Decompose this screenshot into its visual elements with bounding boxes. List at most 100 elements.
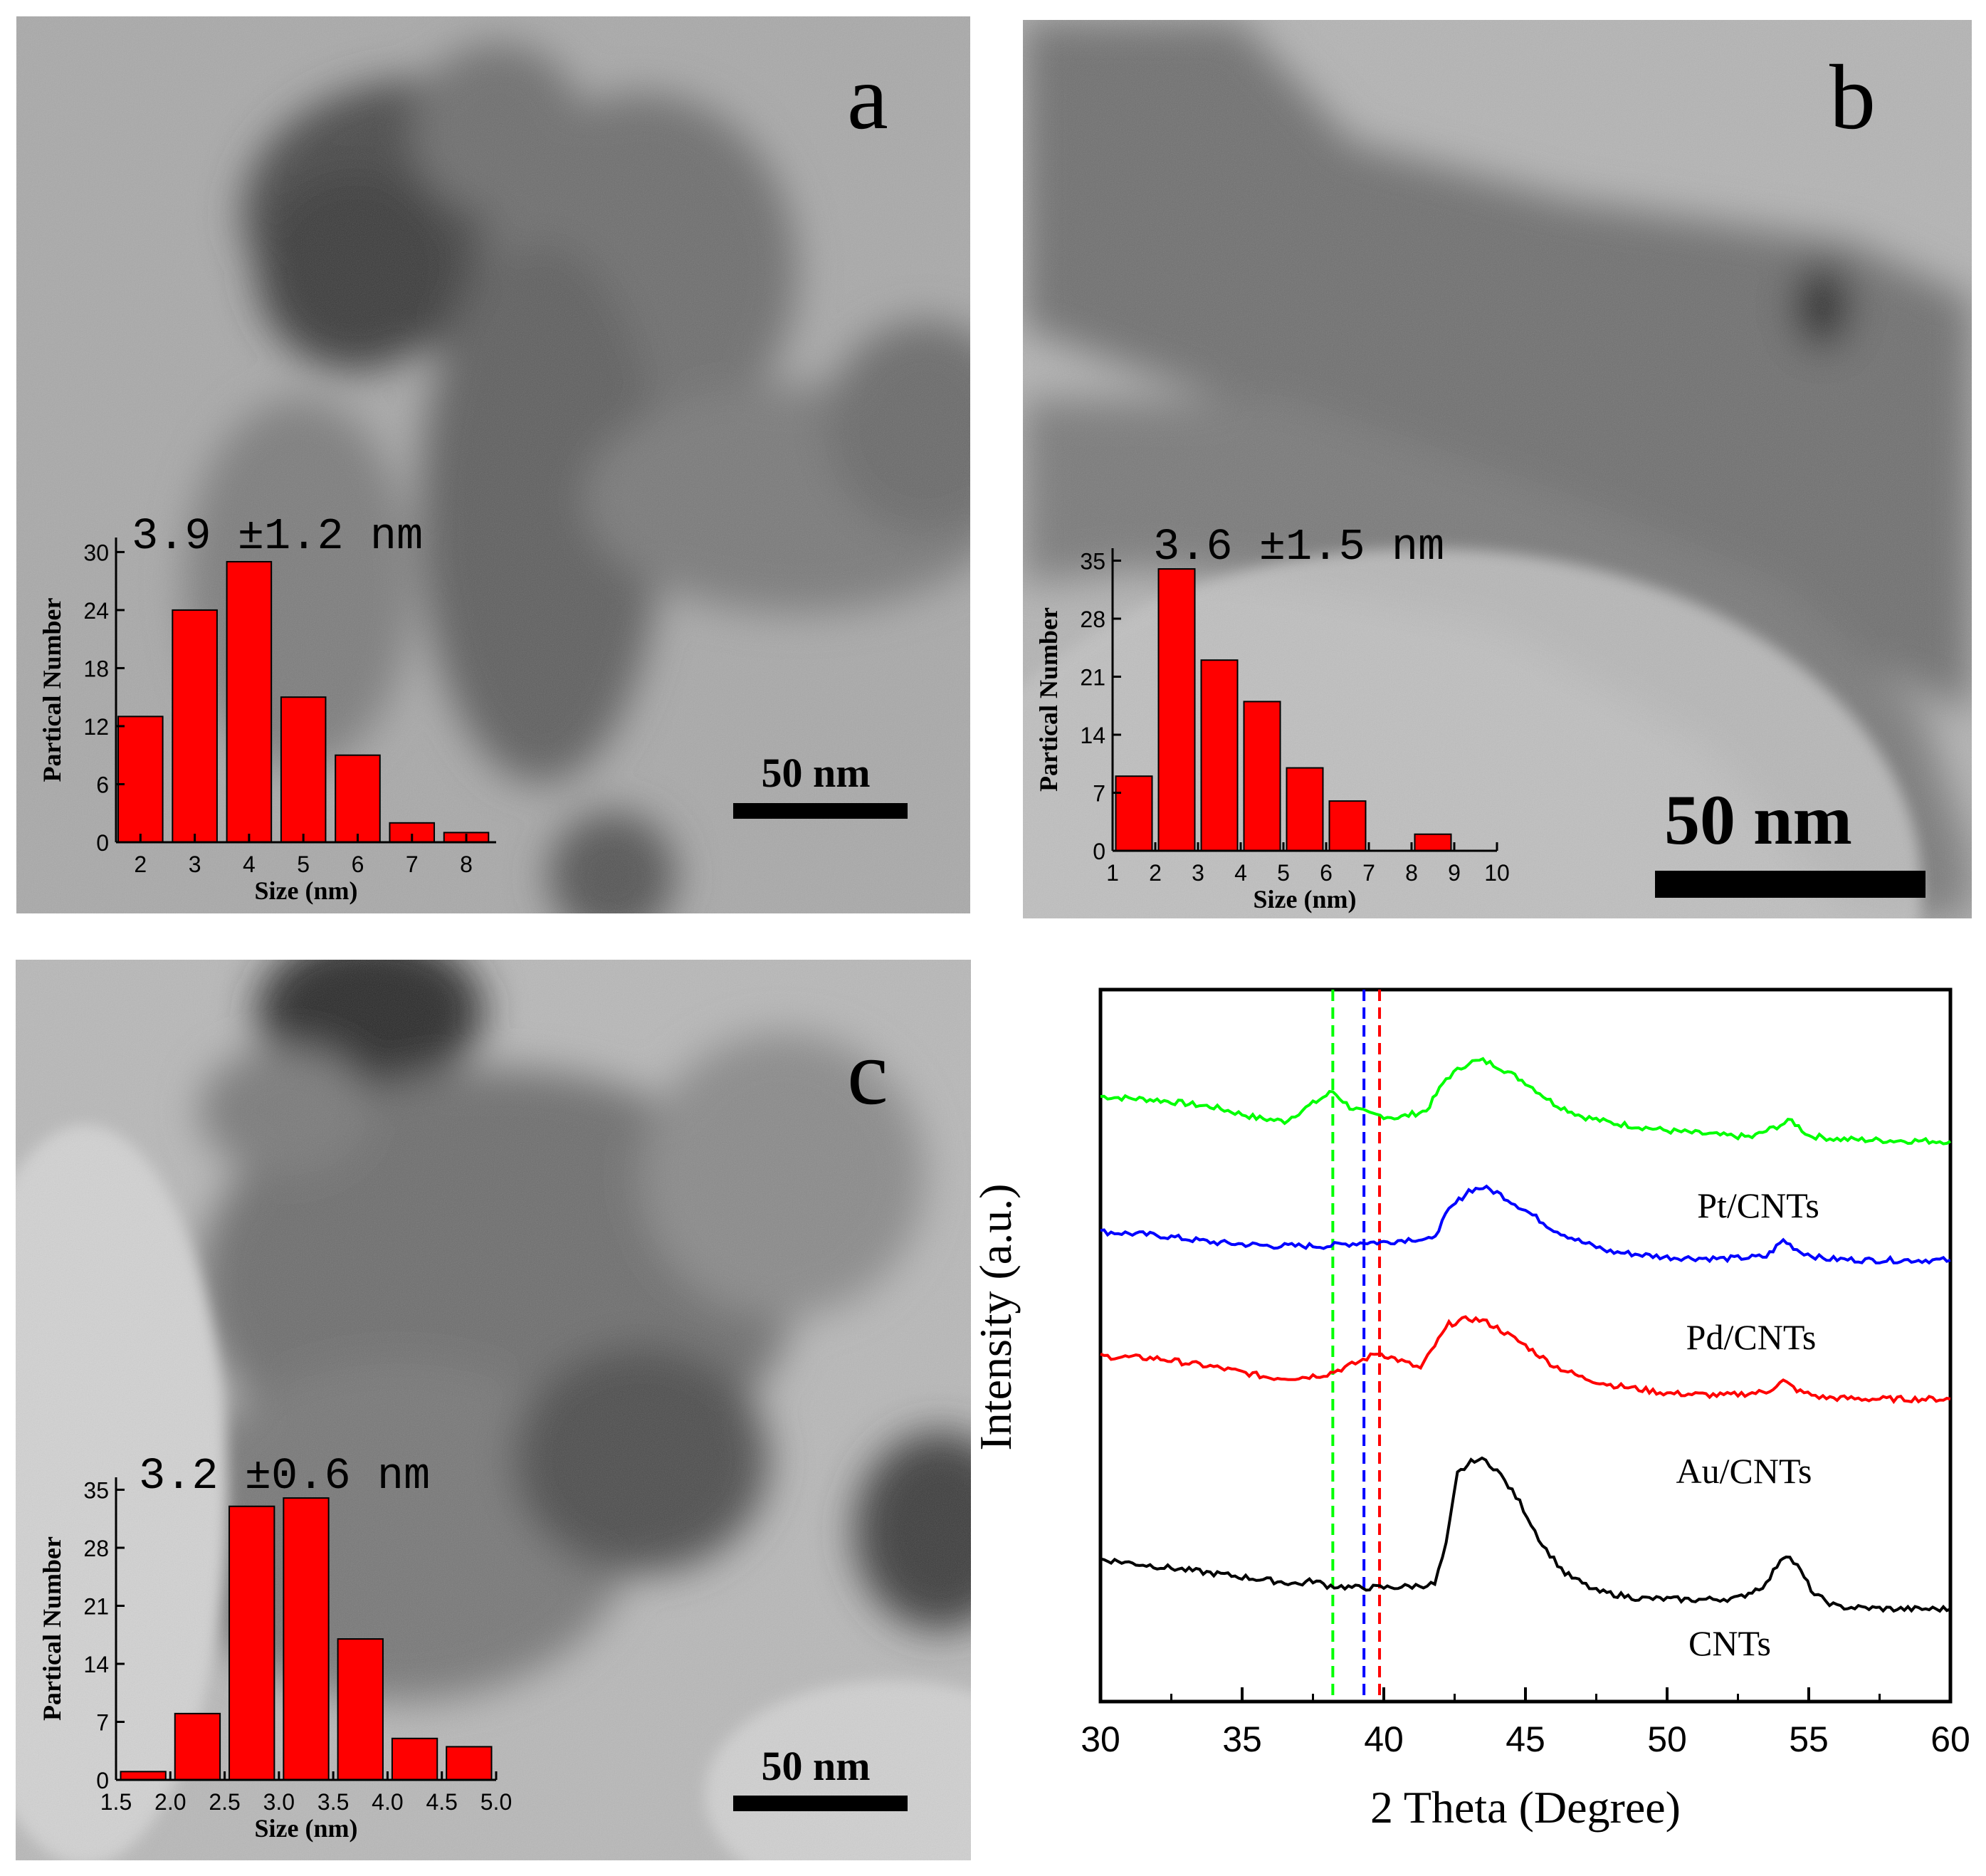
panel-a-label: a [847, 46, 888, 149]
x-tick-label: 7 [1362, 860, 1375, 886]
y-tick-label: 6 [96, 772, 109, 797]
y-tick-label: 28 [1080, 607, 1105, 632]
x-tick-label: 30 [1081, 1719, 1120, 1759]
x-axis-label: 2 Theta (Degree) [1370, 1782, 1681, 1833]
x-tick-label: 60 [1930, 1719, 1970, 1759]
y-tick-label: 14 [1080, 723, 1105, 748]
series-label: Au/CNTs [1676, 1451, 1812, 1491]
histogram-bar [1243, 701, 1281, 851]
y-tick-label: 0 [96, 1768, 109, 1793]
panel-a-scale-bar-label: 50 nm [761, 750, 870, 796]
histogram-bar [120, 1771, 167, 1781]
histogram-bar [1115, 775, 1153, 851]
panel-b-histogram: 0 7 14 21 28 35 1 2 3 4 5 6 7 8 9 10 Size (nm) Partical N… [1034, 548, 1510, 913]
y-axis-label: Partical Number [38, 598, 66, 782]
histogram-bar [117, 716, 164, 843]
histogram-bar [446, 1746, 493, 1781]
panel-a-histogram: 0 6 12 18 24 30 2 3 4 5 6 7 8 Size (nm) Partical Numbe… [38, 538, 496, 905]
histogram-bar [174, 1712, 221, 1781]
x-tick-label: 7 [406, 851, 419, 877]
x-tick-label: 45 [1506, 1719, 1545, 1759]
histogram-bar [1414, 833, 1452, 851]
x-tick-label: 4.0 [372, 1789, 403, 1815]
y-tick-label: 21 [83, 1593, 109, 1619]
histogram-bar [283, 1497, 330, 1781]
histogram-bar [228, 1505, 275, 1781]
y-tick-label: 24 [83, 598, 109, 624]
histogram-bar [1200, 659, 1239, 851]
x-tick-label: 5.0 [480, 1789, 512, 1815]
x-tick-label: 55 [1789, 1719, 1829, 1759]
histogram-bar [337, 1638, 384, 1781]
series-line-pt-cnts [1100, 1057, 1952, 1146]
x-tick-label: 1 [1106, 860, 1119, 886]
y-tick-label: 21 [1080, 664, 1105, 690]
x-tick-label: 50 [1647, 1719, 1687, 1759]
series-label: CNTs [1688, 1623, 1771, 1663]
x-tick-label: 2 [1149, 860, 1162, 886]
panel-c-scale-bar [733, 1796, 908, 1811]
y-tick-label: 35 [1080, 548, 1105, 574]
x-axis-label: Size (nm) [255, 1814, 358, 1843]
panel-c-scale-bar-label: 50 nm [761, 1743, 870, 1789]
panel-a-size-stat: 3.9 ±1.2 nm [132, 511, 423, 562]
y-tick-label: 30 [83, 540, 109, 565]
x-tick-label: 2.0 [154, 1789, 186, 1815]
x-tick-label: 2.5 [209, 1789, 240, 1815]
panel-b-scale-bar-label: 50 nm [1664, 780, 1852, 859]
x-tick-label: 3 [189, 851, 201, 877]
x-tick-label: 3.0 [263, 1789, 295, 1815]
x-tick-label: 6 [1320, 860, 1333, 886]
y-axis-label: Intensity (a.u.) [970, 1184, 1021, 1451]
panel-a-scale-bar [733, 803, 908, 819]
x-axis-label: Size (nm) [1254, 885, 1357, 913]
series-label: Pd/CNTs [1686, 1317, 1817, 1357]
panel-c-histogram: 0 7 14 21 28 35 1.5 2.0 2.5 3.0 3.5 4.0 4.5 5.0 Size (… [38, 1477, 512, 1843]
histogram-bar [335, 754, 381, 843]
x-tick-label: 2 [134, 851, 147, 877]
x-tick-label: 9 [1448, 860, 1461, 886]
x-tick-label: 3 [1192, 860, 1204, 886]
panel-b-label: b [1829, 46, 1876, 149]
series-line-au-cnts [1100, 1315, 1951, 1405]
histogram-bar [391, 1737, 438, 1781]
x-tick-label: 5 [1277, 860, 1290, 886]
x-tick-label: 5 [297, 851, 310, 877]
y-tick-label: 7 [1093, 780, 1105, 806]
series-line-cnts [1100, 1456, 1951, 1613]
histogram-bar [226, 560, 273, 843]
x-tick-label: 8 [460, 851, 473, 877]
x-tick-label: 40 [1364, 1719, 1404, 1759]
x-tick-label: 8 [1405, 860, 1418, 886]
y-tick-label: 14 [83, 1652, 109, 1677]
series-label: Pt/CNTs [1697, 1185, 1819, 1225]
histogram-bar [172, 609, 218, 844]
panel-b-size-stat: 3.6 ±1.5 nm [1153, 522, 1444, 572]
panel-c-size-stat: 3.2 ±0.6 nm [139, 1451, 430, 1502]
panel-d-xrd-chart: Pt/CNTs Pd/CNTs Au/CNTs CNTs 30 35 40 45 50 55 60 2… [970, 987, 1970, 1833]
panel-c-grain [16, 960, 971, 1860]
y-tick-label: 0 [1093, 839, 1105, 864]
histogram-bar [280, 696, 327, 844]
x-tick-label: 4 [1234, 860, 1247, 886]
histogram-bar [1157, 568, 1196, 852]
x-tick-label: 6 [352, 851, 364, 877]
histogram-bar [1328, 800, 1367, 851]
panel-c-label: c [847, 1022, 888, 1124]
panel-b-scale-bar [1655, 871, 1925, 898]
y-tick-label: 7 [96, 1709, 109, 1735]
panel-a-micrograph [16, 16, 971, 914]
x-tick-label: 4 [243, 851, 256, 877]
histogram-bar [1286, 767, 1324, 851]
x-tick-label: 10 [1484, 860, 1510, 886]
y-tick-label: 12 [83, 714, 109, 740]
y-tick-label: 28 [83, 1536, 109, 1561]
x-axis-label: Size (nm) [255, 876, 358, 905]
panel-c-micrograph [16, 960, 971, 1860]
series-line-pd-cnts [1100, 1184, 1951, 1265]
y-tick-label: 18 [83, 656, 109, 681]
y-axis-label: Partical Number [38, 1536, 66, 1721]
x-tick-label: 3.5 [317, 1789, 349, 1815]
x-tick-label: 4.5 [426, 1789, 457, 1815]
